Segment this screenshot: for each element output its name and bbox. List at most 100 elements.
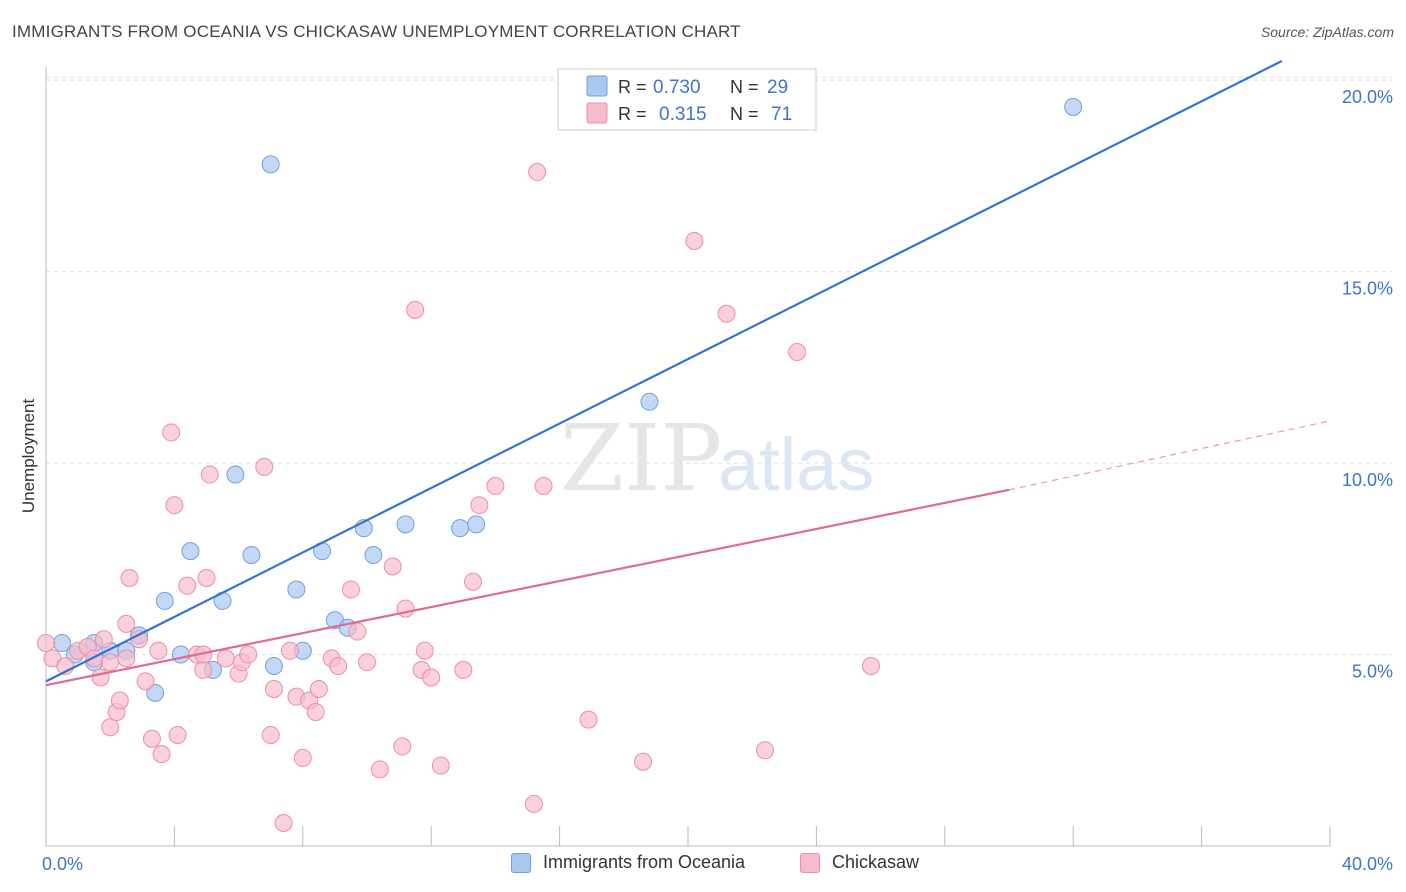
- chickasaw-point: [524, 794, 543, 813]
- chickasaw-point: [293, 748, 312, 767]
- chickasaw-point: [470, 496, 489, 515]
- x-tick-label: 0.0%: [42, 854, 83, 874]
- chickasaw-point: [261, 725, 280, 744]
- chickasaw-point: [309, 680, 328, 698]
- chickasaw-point: [255, 457, 274, 476]
- oceania-point: [396, 515, 415, 534]
- trend-lines: [45, 60, 1331, 687]
- chickasaw-point: [717, 304, 736, 323]
- chickasaw-point: [756, 741, 775, 760]
- stats-r-label-1: R =: [618, 77, 647, 97]
- chickasaw-point: [120, 568, 139, 587]
- watermark-zip: ZIP: [560, 405, 722, 512]
- chickasaw-point: [91, 668, 110, 687]
- legend-label-chickasaw: Chickasaw: [832, 852, 920, 872]
- oceania-point: [155, 591, 174, 610]
- chickasaw-point: [415, 641, 434, 660]
- chickasaw-point: [383, 557, 402, 576]
- grid-lines: [46, 76, 1392, 656]
- chickasaw-point: [200, 465, 219, 484]
- chickasaw-point: [534, 477, 553, 496]
- chickasaw-point: [152, 745, 171, 764]
- chickasaw-point: [406, 300, 425, 319]
- chickasaw-trend-line: [45, 488, 1010, 687]
- chickasaw-point: [370, 760, 389, 779]
- chickasaw-point: [149, 641, 168, 660]
- chickasaw-point: [463, 572, 482, 591]
- oceania-point: [640, 392, 659, 411]
- watermark: ZIP atlas: [560, 405, 874, 512]
- oceania-point: [287, 580, 306, 599]
- chickasaw-point: [194, 660, 213, 679]
- bottom-legend: Immigrants from Oceania Chickasaw: [0, 852, 1406, 878]
- chickasaw-point: [94, 630, 113, 649]
- stats-n-value-1: 29: [767, 77, 788, 98]
- stats-legend-blue-swatch: [586, 75, 608, 97]
- stats-n-label-1: N =: [730, 77, 759, 97]
- chickasaw-point: [37, 634, 55, 653]
- chickasaw-point: [861, 657, 880, 676]
- chart-title: IMMIGRANTS FROM OCEANIA VS CHICKASAW UNE…: [12, 22, 741, 41]
- legend-item-chickasaw: Chickasaw: [800, 852, 919, 873]
- chickasaw-point: [685, 231, 704, 250]
- stats-n-value-2: 71: [771, 104, 792, 125]
- stats-r-label-2: R =: [618, 104, 647, 124]
- chickasaw-point: [101, 653, 120, 672]
- chickasaw-point: [239, 645, 258, 664]
- y-tick-label: 5.0%: [1352, 662, 1393, 682]
- oceania-point: [171, 645, 190, 664]
- stats-legend: R = 0.730 N = 29 R = 0.315 N = 71: [557, 68, 817, 131]
- oceania-trend-line: [45, 60, 1283, 683]
- oceania-point: [226, 465, 245, 484]
- y-tick-label: 20.0%: [1342, 87, 1393, 107]
- oceania-point: [242, 545, 261, 564]
- oceania-point: [146, 683, 165, 702]
- chickasaw-point: [264, 680, 283, 698]
- chickasaw-point: [130, 630, 149, 649]
- chickasaw-point: [216, 649, 235, 668]
- chickasaw-point: [165, 496, 184, 515]
- chickasaw-point: [486, 477, 505, 496]
- chickasaw-point: [358, 653, 376, 672]
- legend-label-oceania: Immigrants from Oceania: [543, 852, 746, 872]
- oceania-point: [261, 155, 280, 174]
- chickasaw-point: [168, 725, 187, 744]
- chickasaw-point: [178, 576, 197, 595]
- chickasaw-point: [117, 614, 136, 633]
- chickasaw-point: [634, 752, 653, 771]
- oceania-point: [467, 515, 486, 534]
- oceania-point: [264, 657, 283, 676]
- chickasaw-point: [142, 729, 161, 748]
- chickasaw-point: [117, 649, 136, 668]
- stats-r-value-1: 0.730: [653, 77, 701, 98]
- watermark-atlas: atlas: [718, 423, 874, 506]
- chickasaw-point: [110, 691, 129, 710]
- y-tick-label: 10.0%: [1342, 470, 1393, 490]
- y-tick-label: 15.0%: [1342, 279, 1393, 299]
- chickasaw-point: [329, 657, 348, 676]
- x-tick-label: 40.0%: [1342, 854, 1393, 874]
- oceania-point: [181, 542, 200, 561]
- chickasaw-point: [136, 672, 155, 691]
- chickasaw-point: [788, 343, 807, 362]
- y-axis-label: Unemployment: [19, 399, 38, 514]
- chickasaw-point: [162, 423, 181, 442]
- chickasaw-point: [348, 622, 367, 641]
- chickasaw-trend-extension: [1008, 420, 1331, 491]
- chickasaw-point: [197, 568, 216, 587]
- chickasaw-point: [306, 702, 325, 721]
- legend-swatch-oceania: [511, 852, 531, 873]
- data-points: [37, 97, 1083, 833]
- chickasaw-point: [528, 163, 547, 182]
- chickasaw-point: [393, 737, 412, 756]
- chickasaw-point: [454, 660, 473, 679]
- legend-item-oceania: Immigrants from Oceania: [511, 852, 745, 873]
- oceania-point: [364, 545, 383, 564]
- chickasaw-point: [274, 814, 293, 833]
- chickasaw-point: [101, 718, 120, 737]
- axes: [45, 67, 1331, 847]
- stats-n-label-2: N =: [730, 104, 759, 124]
- legend-swatch-chickasaw: [800, 852, 820, 873]
- chickasaw-point: [422, 668, 441, 687]
